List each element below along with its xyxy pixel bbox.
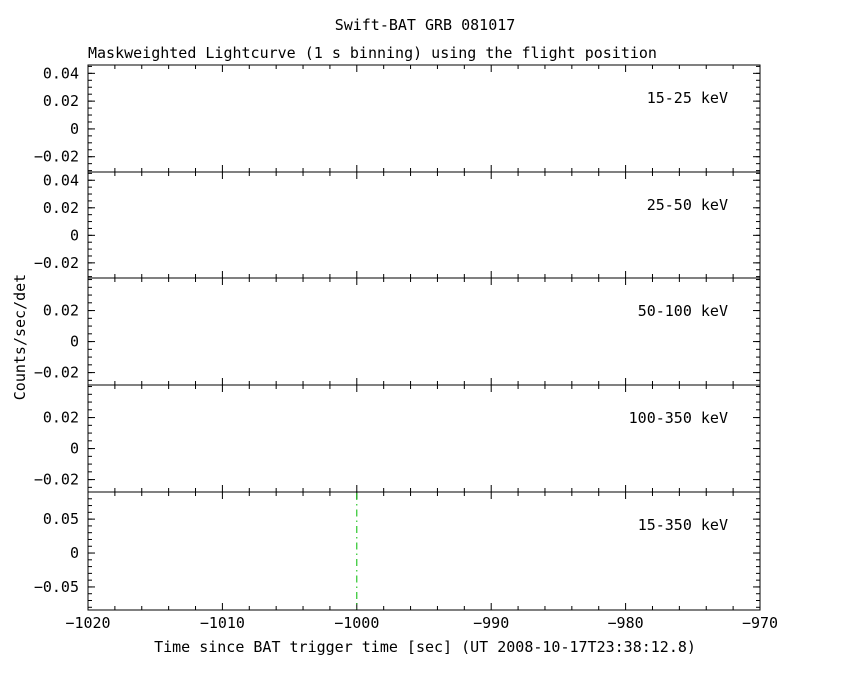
y-tick-label: −0.02 (34, 254, 79, 272)
x-axis-label: Time since BAT trigger time [sec] (UT 20… (154, 638, 696, 656)
y-tick-label: −0.02 (34, 471, 79, 489)
y-tick-label: 0.04 (43, 171, 79, 189)
band-label: 100-350 keV (629, 409, 728, 427)
y-tick-label: 0 (70, 333, 79, 351)
y-tick-label: −0.02 (34, 148, 79, 166)
y-tick-label: 0.05 (43, 510, 79, 528)
y-tick-label: 0 (70, 440, 79, 458)
band-label: 50-100 keV (638, 302, 728, 320)
x-tick-label: −1010 (200, 614, 245, 632)
panel-3: 0.02 0 −0.02 100-350 keV (34, 384, 761, 493)
panel-0: 0.04 0.02 0 −0.02 15-25 keV (34, 64, 761, 173)
band-label: 15-25 keV (647, 89, 728, 107)
chart-subtitle: Maskweighted Lightcurve (1 s binning) us… (88, 44, 657, 62)
panel-2: 0.02 0 −0.02 50-100 keV (34, 277, 761, 386)
x-tick-label: −970 (742, 614, 778, 632)
x-tick-label: −1020 (65, 614, 110, 632)
y-tick-label: 0.02 (43, 409, 79, 427)
y-tick-label: −0.05 (34, 578, 79, 596)
y-tick-label: 0 (70, 544, 79, 562)
y-tick-label: 0.02 (43, 92, 79, 110)
band-label: 25-50 keV (647, 196, 728, 214)
panel-4: 0.05 0 −0.05 15-350 keV (34, 491, 761, 611)
y-tick-label: 0 (70, 120, 79, 138)
y-tick-label: 0.02 (43, 199, 79, 217)
x-tick-label: −990 (473, 614, 509, 632)
panel-1: 0.04 0.02 0 −0.02 25-50 keV (34, 171, 761, 279)
x-tick-label: −980 (608, 614, 644, 632)
y-tick-label: −0.02 (34, 364, 79, 382)
band-label: 15-350 keV (638, 516, 728, 534)
page-title: Swift-BAT GRB 081017 (334, 16, 516, 34)
y-tick-label: 0.04 (43, 64, 79, 82)
x-tick-label: −1000 (334, 614, 379, 632)
y-tick-label: 0.02 (43, 302, 79, 320)
y-tick-label: 0 (70, 226, 79, 244)
